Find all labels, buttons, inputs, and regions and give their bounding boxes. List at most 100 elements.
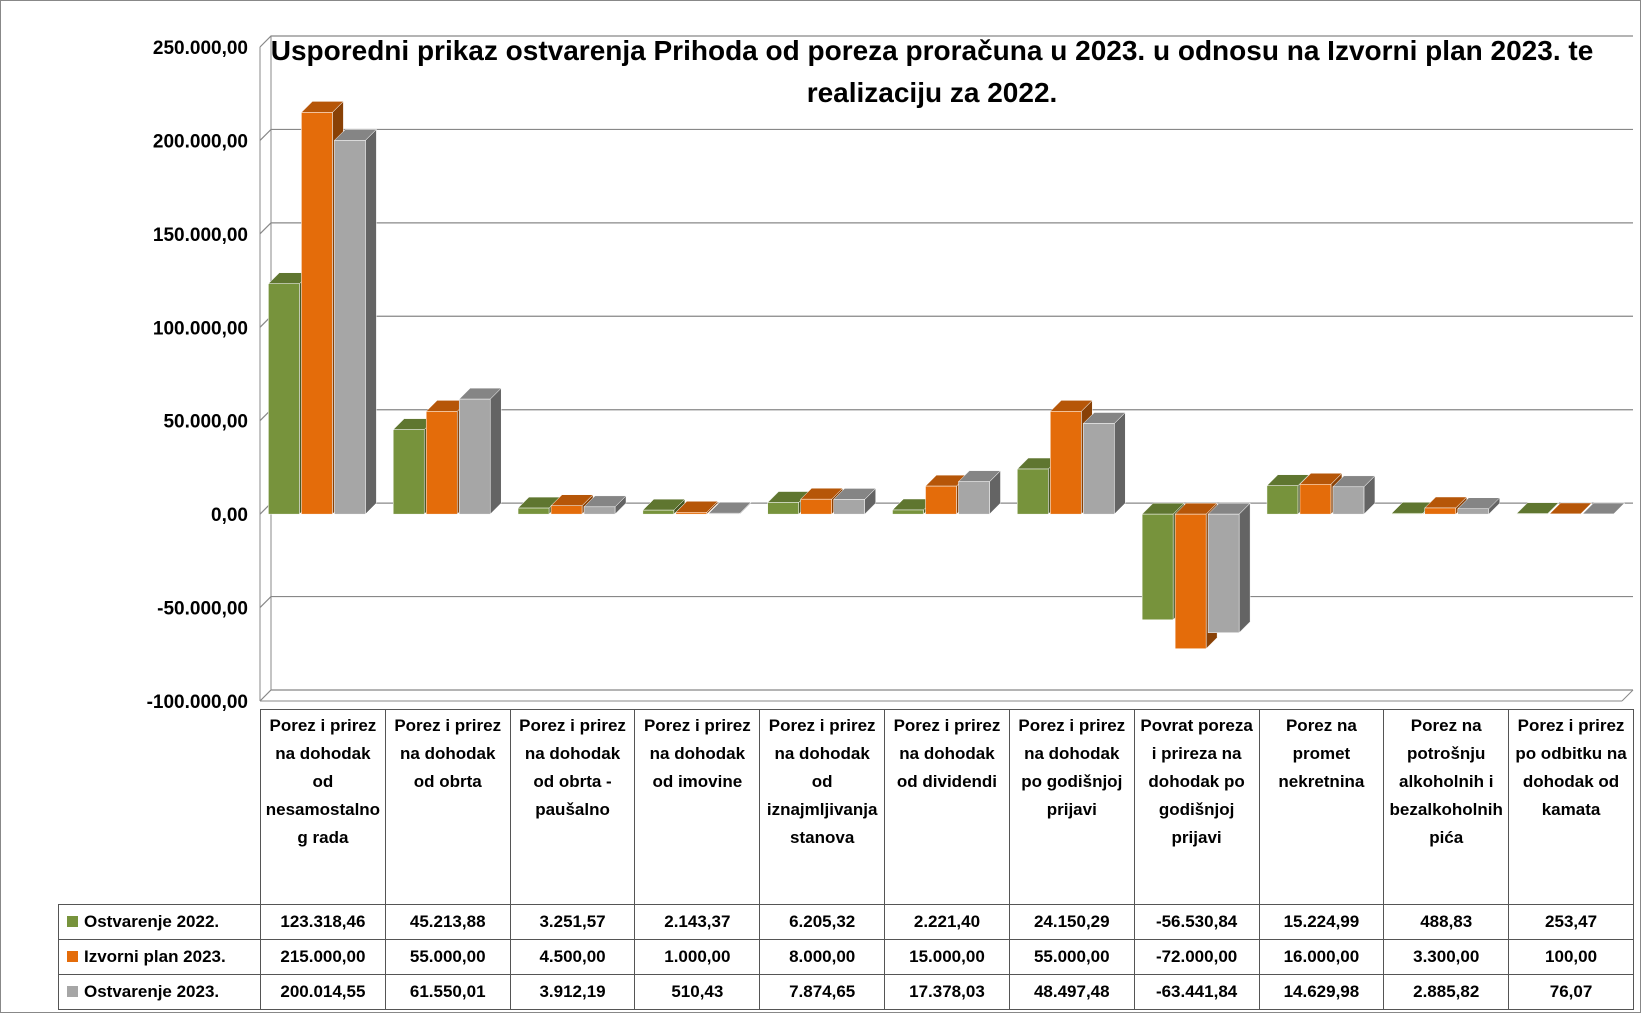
y-tick-label: 150.000,00 (153, 225, 248, 246)
data-label: 17.378,03 (884, 974, 1010, 1010)
bar (1266, 485, 1299, 515)
bar (392, 429, 425, 515)
y-tick-label: -50.000,00 (157, 599, 248, 620)
data-label: 2.143,37 (634, 904, 761, 940)
data-label: 215.000,00 (260, 939, 386, 975)
header-row: Porez i prirez na dohodak od nesamostaln… (58, 709, 1634, 905)
bar-side (1114, 411, 1126, 515)
bar (1582, 513, 1614, 515)
data-label: 55.000,00 (1008, 939, 1135, 975)
legend-entry: Izvorni plan 2023. (58, 939, 261, 975)
data-label: 15.000,00 (884, 939, 1010, 975)
legend-swatch (67, 986, 78, 997)
bar (1332, 486, 1365, 515)
data-label: 2.221,40 (884, 904, 1010, 940)
x-tick-label: Povrat poreza i prireza na dohodak po go… (1133, 709, 1260, 905)
data-label: 45.213,88 (384, 904, 511, 940)
bar (892, 509, 924, 515)
y-tick-label: 100.000,00 (153, 318, 248, 339)
legend-label: Ostvarenje 2022. (84, 912, 220, 931)
data-label: 123.318,46 (260, 904, 386, 940)
y-tick-label: 200.000,00 (153, 131, 248, 152)
bar (958, 481, 990, 515)
data-label: 8.000,00 (759, 939, 886, 975)
bar (1299, 483, 1332, 515)
data-label: 1.000,00 (634, 939, 761, 975)
data-label: -56.530,84 (1133, 904, 1260, 940)
x-tick-label: Porez i prirez na dohodak od iznajmljiva… (759, 709, 886, 905)
x-tick-label: Porez na potrošnju alkoholnih i bezalkoh… (1383, 709, 1510, 905)
legend-entry: Ostvarenje 2022. (58, 904, 261, 940)
data-table: Porez i prirez na dohodak od nesamostaln… (58, 709, 1634, 1010)
y-tick-label: 50.000,00 (163, 412, 248, 433)
data-label: 16.000,00 (1258, 939, 1385, 975)
floor-right (1621, 689, 1634, 702)
bar (1457, 508, 1490, 515)
bar (1424, 507, 1457, 515)
data-label: 55.000,00 (384, 939, 511, 975)
series-row: Izvorni plan 2023. 215.000,00 55.000,00 4.5… (58, 939, 1634, 975)
grid-line (259, 35, 1633, 48)
data-label: 510,43 (634, 974, 761, 1010)
corner-cell (58, 709, 261, 905)
x-tick-label: Porez i prirez na dohodak od obrta (384, 709, 511, 905)
bar (1391, 512, 1424, 515)
bar (583, 506, 616, 515)
data-label: 3.300,00 (1383, 939, 1510, 975)
grid-line (259, 315, 1633, 328)
legend-label: Ostvarenje 2023. (84, 982, 220, 1001)
grid-line (259, 128, 1633, 141)
data-label: 6.205,32 (759, 904, 886, 940)
data-label: -72.000,00 (1133, 939, 1260, 975)
data-label: 3.251,57 (509, 904, 636, 940)
bar (1549, 513, 1581, 515)
bar (1141, 513, 1174, 621)
bar (708, 512, 741, 515)
y-tick-label: -100.000,00 (147, 692, 248, 713)
data-label: 24.150,29 (1008, 904, 1135, 940)
legend-label: Izvorni plan 2023. (84, 947, 226, 966)
bar-side (365, 128, 377, 515)
chart-title: Usporedni prikaz ostvarenja Prihoda od p… (270, 35, 1594, 108)
bar (517, 507, 550, 515)
grid-line (259, 689, 1633, 702)
data-label: 15.224,99 (1258, 904, 1385, 940)
data-label: 14.629,98 (1258, 974, 1385, 1010)
x-tick-label: Porez i prirez na dohodak po godišnjoj p… (1008, 709, 1135, 905)
bar (800, 498, 832, 515)
bar (1516, 513, 1548, 515)
data-label: 61.550,01 (384, 974, 511, 1010)
bar (1207, 513, 1240, 633)
data-label: 4.500,00 (509, 939, 636, 975)
bar (550, 505, 583, 515)
data-label: -63.441,84 (1133, 974, 1260, 1010)
bar (1083, 423, 1115, 515)
bar (675, 512, 708, 515)
y-tick-label: 0,00 (211, 505, 248, 526)
data-label: 253,47 (1508, 904, 1634, 940)
data-label: 76,07 (1508, 974, 1634, 1010)
x-tick-label: Porez i prirez po odbitku na dohodak od … (1508, 709, 1634, 905)
bar (425, 411, 458, 515)
bar (1174, 513, 1207, 649)
x-tick-label: Porez i prirez na dohodak od dividendi (884, 709, 1010, 905)
grid-line (259, 222, 1633, 235)
data-label: 488,83 (1383, 904, 1510, 940)
data-label: 200.014,55 (260, 974, 386, 1010)
series-row: Ostvarenje 2022. 123.318,46 45.213,88 3.251… (58, 904, 1634, 940)
x-tick-label: Porez na promet nekretnina (1258, 709, 1385, 905)
x-tick-label: Porez i prirez na dohodak od obrta - pau… (509, 709, 636, 905)
y-tick-label: 250.000,00 (153, 38, 248, 59)
data-label: 7.874,65 (759, 974, 886, 1010)
data-label: 3.912,19 (509, 974, 636, 1010)
bar (833, 499, 865, 515)
data-label: 48.497,48 (1008, 974, 1135, 1010)
x-tick-label: Porez i prirez na dohodak od nesamostaln… (260, 709, 386, 905)
bar-side (1238, 502, 1251, 634)
bar-side (489, 387, 502, 515)
x-tick-label: Porez i prirez na dohodak od imovine (634, 709, 761, 905)
bar (925, 485, 957, 515)
data-label: 2.885,82 (1383, 974, 1510, 1010)
